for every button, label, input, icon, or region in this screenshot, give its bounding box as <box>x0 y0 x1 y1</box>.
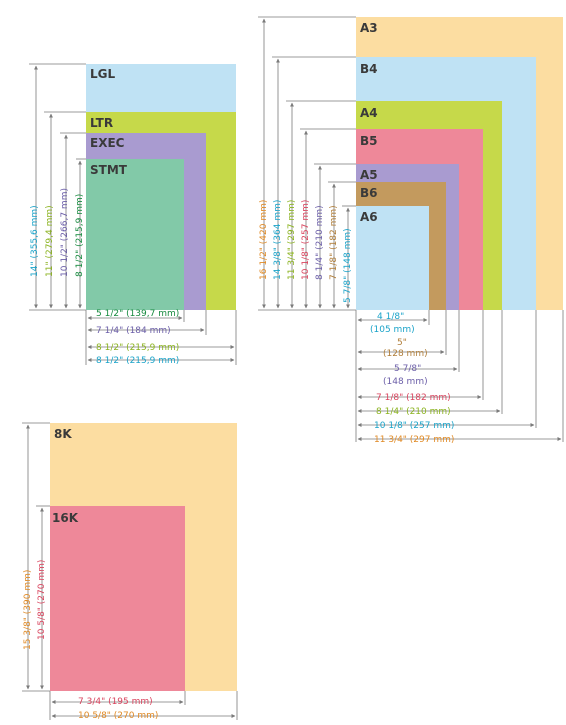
16k-height-label: 10 5/8" (270 mm) <box>37 560 47 640</box>
a3-height-label: 16 1/2" (420 mm) <box>259 200 269 280</box>
b4-width-label: 10 1/8" (257 mm) <box>374 421 454 431</box>
stmt-rect <box>86 159 184 310</box>
exec-label: EXEC <box>90 136 125 150</box>
k-paper-group: 8K 16K 15 3/8" (390 mm) 10 5/8" (270 mm)… <box>22 422 238 721</box>
a4-height-label: 11 3/4" (297 mm) <box>287 200 297 280</box>
a6-rect <box>356 206 429 310</box>
16k-width-label: 7 3/4" (195 mm) <box>78 697 153 707</box>
a4-width-label: 8 1/4" (210 mm) <box>376 407 451 417</box>
b5-width-label: 7 1/8" (182 mm) <box>376 393 451 403</box>
a5-width-inch: 5 7/8" <box>394 364 421 374</box>
a5-width-mm: (148 mm) <box>383 377 428 387</box>
b4-label: B4 <box>360 62 378 76</box>
stmt-label: STMT <box>90 163 128 177</box>
b5-label: B5 <box>360 134 378 148</box>
iso-paper-group: A3 B4 A4 B5 A5 B6 A6 16 1/2" (420 mm) 14… <box>258 16 564 445</box>
lgl-height-label: 14" (355,6 mm) <box>30 205 40 277</box>
b5-height-label: 10 1/8" (257 mm) <box>301 200 311 280</box>
a6-width-mm: (105 mm) <box>370 325 415 335</box>
16k-rect <box>50 506 185 691</box>
a3-label: A3 <box>360 21 378 35</box>
a5-height-label: 8 1/4" (210 mm) <box>315 205 325 280</box>
b6-label: B6 <box>360 186 378 200</box>
stmt-height-label: 8 1/2" (215,9 mm) <box>75 194 85 277</box>
ltr-label: LTR <box>90 116 113 130</box>
16k-label: 16K <box>52 511 79 525</box>
ltr-width-label: 8 1/2" (215,9 mm) <box>96 343 179 353</box>
a6-label: A6 <box>360 210 378 224</box>
lgl-label: LGL <box>90 67 115 81</box>
a6-width-inch: 4 1/8" <box>377 312 404 322</box>
a4-label: A4 <box>360 106 378 120</box>
stmt-width-label: 5 1/2" (139,7 mm) <box>96 309 179 319</box>
a3-width-label: 11 3/4" (297 mm) <box>374 435 454 445</box>
exec-width-label: 7 1/4" (184 mm) <box>96 326 171 336</box>
b6-height-label: 7 1/8" (182 mm) <box>329 205 339 280</box>
b4-height-label: 14 3/8" (364 mm) <box>273 200 283 280</box>
8k-width-label: 10 5/8" (270 mm) <box>78 711 158 721</box>
ltr-height-label: 11" (279,4 mm) <box>45 205 55 277</box>
us-paper-group: LGL LTR EXEC STMT 14" (355,6 mm) 11" (27… <box>29 63 237 366</box>
lgl-width-label: 8 1/2" (215,9 mm) <box>96 356 179 366</box>
exec-height-label: 10 1/2" (266,7 mm) <box>60 188 70 277</box>
8k-height-label: 15 3/8" (390 mm) <box>23 570 33 650</box>
a5-label: A5 <box>360 168 378 182</box>
b6-width-inch: 5" <box>397 338 407 348</box>
b6-width-mm: (128 mm) <box>383 349 428 359</box>
a6-height-label: 5 7/8" (148 mm) <box>343 228 353 303</box>
8k-label: 8K <box>54 427 72 441</box>
